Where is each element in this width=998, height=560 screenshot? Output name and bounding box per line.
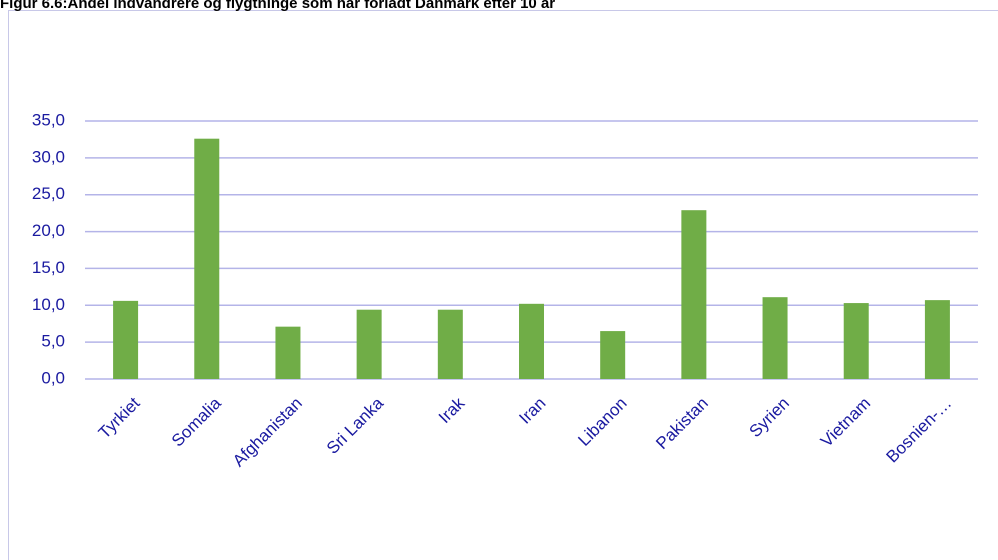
y-tick-label: 35,0 [32,110,65,129]
bar [600,331,626,379]
y-tick-label: 30,0 [32,147,65,166]
bar [275,326,301,379]
x-tick-label: Vietnam [817,394,874,451]
y-tick-label: 5,0 [41,332,65,351]
x-tick-label: Afghanistan [229,394,306,471]
bar [681,210,707,379]
x-tick-label: Syrien [746,394,794,442]
bar [194,138,220,379]
bar [113,300,139,379]
bar [843,303,869,379]
x-tick-label: Tyrkiet [95,393,144,442]
bar [519,303,544,379]
y-tick-label: 20,0 [32,221,65,240]
chart-frame [8,10,998,560]
bar [356,309,382,379]
x-tick-label: Iran [515,394,549,428]
y-tick-label: 10,0 [32,295,65,314]
x-tick-label: Pakistan [652,394,712,454]
bar [437,309,463,379]
y-tick-label: 25,0 [32,184,65,203]
y-tick-label: 0,0 [41,368,65,387]
bar [762,297,788,379]
y-tick-label: 15,0 [32,258,65,277]
bar [924,300,950,379]
x-tick-label: Bosnien-… [882,394,955,467]
x-tick-label: Libanon [574,394,630,450]
x-tick-label: Irak [435,393,469,427]
chart-title: Figur 6.6:Andel indvandrere og flygtning… [0,0,555,12]
x-tick-label: Somalia [168,393,225,450]
x-tick-label: Sri Lanka [323,393,388,458]
